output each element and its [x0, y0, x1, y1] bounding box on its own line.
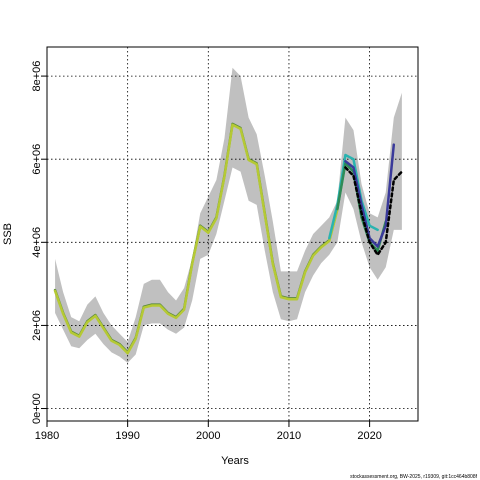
- confidence-band-layer: [55, 67, 402, 363]
- x-axis-title: Years: [221, 455, 249, 467]
- confidence-band: [55, 67, 402, 363]
- x-tick-label-0: 1980: [35, 430, 59, 442]
- series-layer: [53, 122, 404, 355]
- y-tick-label-2: 4e+06: [31, 227, 43, 258]
- series-line-1: [53, 123, 339, 355]
- plot-frame: [46, 46, 419, 422]
- series-line-5: [344, 166, 404, 257]
- grid-layer: [46, 47, 418, 421]
- y-axis: 0e+00 2e+06 4e+06 6e+06 8e+06: [31, 61, 47, 424]
- x-tick-label-4: 2020: [357, 430, 381, 442]
- x-axis: 1980 1990 2000 2010 2020: [35, 421, 382, 442]
- x-tick-label-2: 2000: [196, 430, 220, 442]
- series-line-4: [344, 143, 396, 248]
- y-tick-label-0: 0e+00: [31, 393, 43, 424]
- footer-note: stockassessment.org, BW-2025, r19309, gi…: [350, 474, 478, 480]
- y-tick-label-4: 8e+06: [31, 61, 43, 92]
- x-tick-label-1: 1990: [115, 430, 139, 442]
- y-axis-title: SSB: [2, 223, 14, 245]
- y-tick-label-1: 2e+06: [31, 310, 43, 341]
- x-tick-label-3: 2010: [277, 430, 301, 442]
- y-tick-label-3: 6e+06: [31, 144, 43, 175]
